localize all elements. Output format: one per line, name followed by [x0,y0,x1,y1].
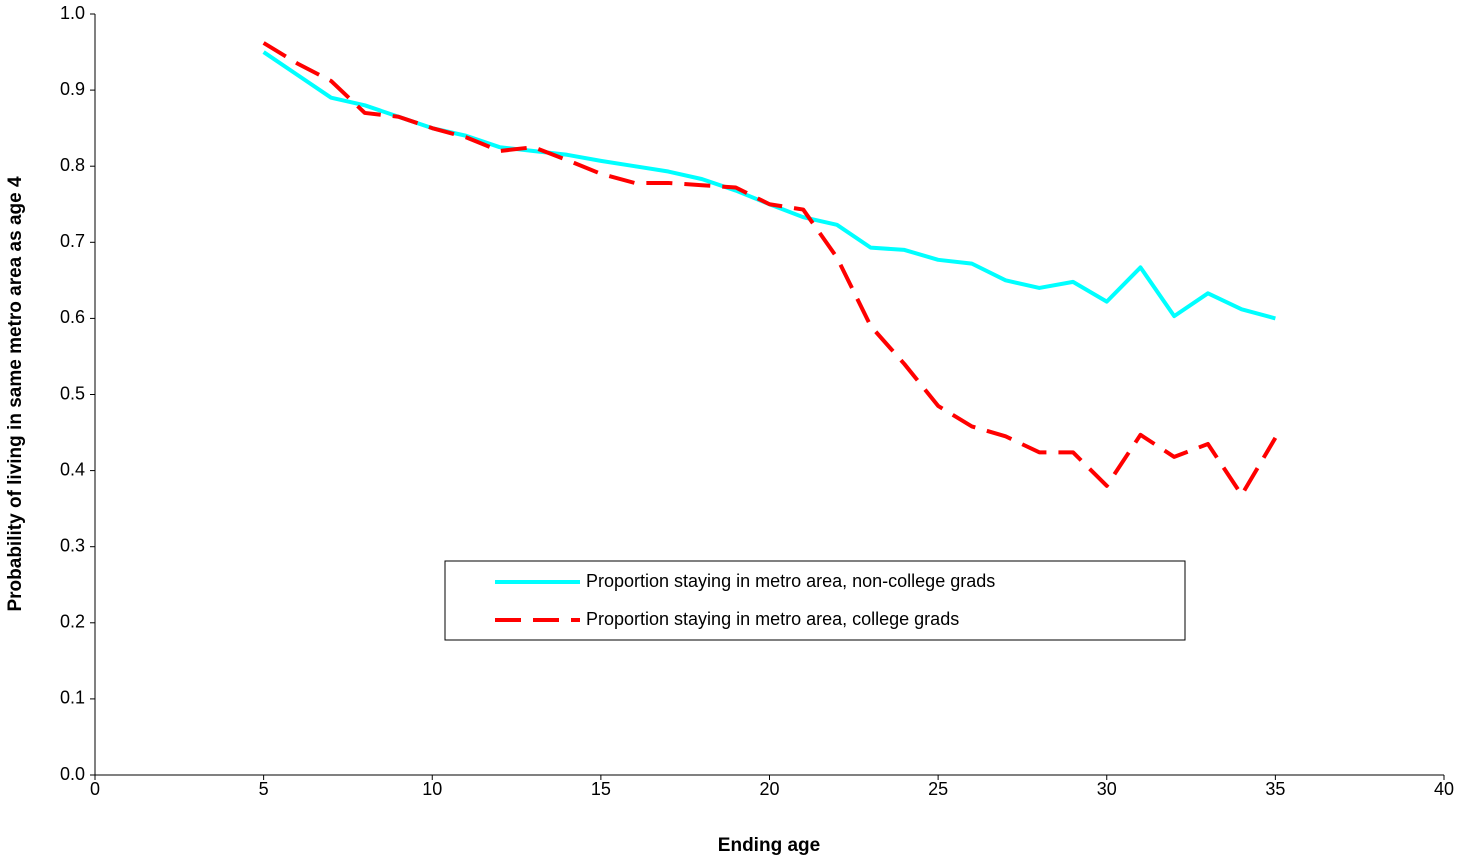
legend [444,560,1186,641]
y-tick-label: 0.9 [60,79,85,99]
x-tick-label: 5 [259,779,269,799]
y-axis-title: Probability of living in same metro area… [5,176,26,611]
x-tick-label: 35 [1265,779,1285,799]
x-tick-label: 15 [591,779,611,799]
x-tick-label: 30 [1097,779,1117,799]
y-tick-label: 1.0 [60,3,85,23]
series-line [262,50,1276,321]
x-axis-title: Ending age [718,835,820,856]
y-tick-label: 0.6 [60,307,85,327]
y-tick-label: 0.2 [60,612,85,632]
series-line [262,41,1278,497]
x-tick-label: 25 [928,779,948,799]
y-tick-label: 0.7 [60,231,85,251]
x-tick-label: 10 [422,779,442,799]
x-tick-label: 0 [90,779,100,799]
y-tick-label: 0.1 [60,688,85,708]
y-tick-label: 0.0 [60,764,85,784]
legend-label: Proportion staying in metro area, colleg… [586,609,959,629]
y-tick-label: 0.5 [60,383,85,403]
y-tick-label: 0.3 [60,535,85,555]
y-tick-label: 0.8 [60,155,85,175]
legend-label: Proportion staying in metro area, non-co… [586,571,995,591]
y-tick-label: 0.4 [60,459,85,479]
x-tick-label: 20 [759,779,779,799]
x-tick-label: 40 [1434,779,1454,799]
